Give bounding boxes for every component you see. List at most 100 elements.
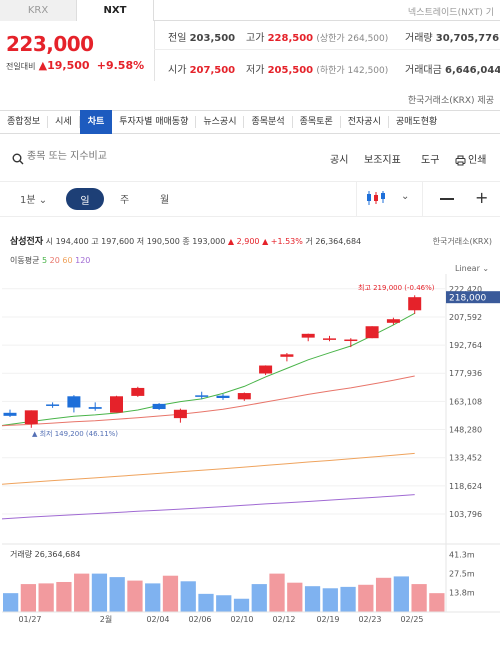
candle-up	[280, 354, 294, 357]
volume-tick-label: 13.8m	[449, 589, 475, 598]
tab-short-selling[interactable]: 공매도현황	[395, 117, 438, 127]
tab-disclosure[interactable]: 전자공시	[341, 116, 389, 128]
candle-down	[152, 403, 166, 410]
scale-selector[interactable]: Linear ⌄	[455, 264, 490, 273]
chart-exchange-note: 한국거래소(KRX)	[432, 237, 492, 246]
tab-summary[interactable]: 종합정보	[0, 116, 49, 128]
tab-krx[interactable]: KRX	[0, 0, 76, 21]
period-month-button[interactable]: 월	[160, 195, 170, 206]
y-tick-label: 177,936	[449, 369, 482, 378]
candle-down	[216, 395, 230, 398]
indicator-button[interactable]: 보조지표	[364, 155, 401, 166]
change-label: 전일대비	[6, 62, 36, 71]
divider	[154, 21, 155, 81]
ma20-line	[1, 375, 415, 427]
tab-quotes[interactable]: 시세	[48, 116, 80, 128]
stock-name: 삼성전자	[10, 237, 44, 247]
stat-row-divider	[154, 49, 500, 50]
volume-bar	[38, 583, 54, 612]
volume-bar	[304, 586, 321, 612]
x-tick-label: 02/19	[316, 615, 339, 624]
current-price: 223,000	[6, 32, 94, 56]
tab-news[interactable]: 뉴스공시	[196, 116, 245, 128]
stat-amount: 거래대금 6,646,044 백	[405, 65, 500, 76]
volume-tick-label: 27.5m	[449, 570, 475, 579]
candle-down	[88, 407, 102, 409]
volume-bar	[127, 580, 143, 612]
print-button[interactable]: 인쇄	[468, 155, 487, 166]
volume-bar	[287, 582, 303, 612]
x-tick-label: 02/25	[400, 615, 423, 624]
candle-up	[386, 319, 400, 323]
y-tick-label: 148,280	[449, 426, 482, 435]
period-toolbar	[0, 181, 500, 217]
period-week-button[interactable]: 주	[120, 195, 130, 206]
stat-low: 저가 205,500 (하한가 142,500)	[246, 65, 389, 76]
volume-bar	[269, 573, 285, 612]
x-tick-label: 02/10	[230, 615, 253, 624]
y-tick-label: 118,624	[449, 482, 482, 491]
candle-down	[3, 412, 17, 416]
volume-bar	[322, 588, 338, 612]
volume-bar	[411, 584, 427, 612]
volume-bar	[216, 595, 232, 612]
zoom-out-icon[interactable]	[440, 198, 454, 200]
volume-bar	[145, 583, 161, 612]
chevron-down-icon: ⌄	[38, 195, 48, 206]
volume-bar	[74, 573, 90, 612]
tool-button[interactable]: 도구	[421, 155, 440, 166]
price-change: 전일대비 ▲19,500 +9.58%	[6, 59, 144, 72]
volume-bar	[393, 576, 409, 612]
compare-search-input[interactable]	[27, 148, 227, 164]
candle-down	[67, 396, 81, 408]
y-tick-label: 133,452	[449, 454, 482, 463]
volume-tick-label: 41.3m	[449, 550, 475, 559]
tab-analysis[interactable]: 종목분석	[244, 116, 293, 128]
period-day-button[interactable]: 일	[66, 188, 104, 210]
tab-chart[interactable]: 차트	[79, 110, 113, 134]
search-icon[interactable]	[12, 150, 24, 169]
volume-bar	[340, 586, 356, 612]
y-tick-label: 222,420	[449, 285, 482, 294]
x-tick-label: 02/12	[272, 615, 295, 624]
ma-legend: 이동평균 5 20 60 120	[10, 256, 91, 265]
volume-bar	[56, 581, 72, 612]
exchange-note: 한국거래소(KRX) 제공	[407, 96, 494, 106]
current-price-label	[446, 291, 500, 304]
volume-bar	[375, 577, 392, 612]
chevron-down-icon[interactable]: ⌄	[401, 191, 410, 202]
x-tick-label: 02/23	[358, 615, 381, 624]
notice-button[interactable]: 공시	[330, 155, 349, 166]
divider	[422, 181, 423, 217]
print-icon[interactable]	[455, 151, 466, 170]
tab-discussion[interactable]: 종목토론	[293, 116, 341, 128]
tab-nxt[interactable]: NXT	[76, 0, 154, 21]
volume-label: 거래량 26,364,684	[10, 549, 80, 559]
candle-down	[46, 404, 60, 406]
chevron-down-icon: ⌄	[482, 264, 490, 273]
candle-type-icon[interactable]	[366, 190, 388, 210]
candle-up	[237, 393, 251, 400]
tab-investor[interactable]: 투자자별 매매동향	[112, 116, 197, 128]
ohlc-legend: 삼성전자 시 194,400 고 197,600 저 190,500 종 193…	[10, 237, 362, 247]
y-tick-label: 207,592	[449, 313, 482, 322]
current-price-text: 218,000	[449, 294, 486, 304]
change-amount: ▲19,500	[38, 59, 90, 72]
x-tick-label: 01/27	[18, 615, 41, 624]
candle-up	[408, 297, 422, 311]
stat-high: 고가 228,500 (상한가 264,500)	[246, 33, 389, 44]
period-minute-button[interactable]: 1분 ⌄	[20, 195, 48, 206]
ma60-line	[1, 452, 415, 485]
section-nav: 종합정보 시세 차트 투자자별 매매동향 뉴스공시 종목분석 종목토론 전자공시…	[0, 110, 500, 134]
candle-up	[131, 387, 145, 396]
price-chart[interactable]: 222,420 207,592 192,764 177,936 163,108 148,2…	[0, 262, 500, 647]
candle-up	[365, 326, 379, 339]
zoom-in-icon[interactable]: +	[475, 188, 489, 207]
candle-up	[259, 365, 273, 374]
y-tick-label: 192,764	[449, 341, 482, 350]
ma5-line	[1, 312, 415, 426]
y-tick-label: 103,796	[449, 510, 482, 519]
change-percent: +9.58%	[96, 59, 145, 72]
y-tick-label: 163,108	[449, 397, 482, 406]
candle-up	[344, 339, 358, 342]
